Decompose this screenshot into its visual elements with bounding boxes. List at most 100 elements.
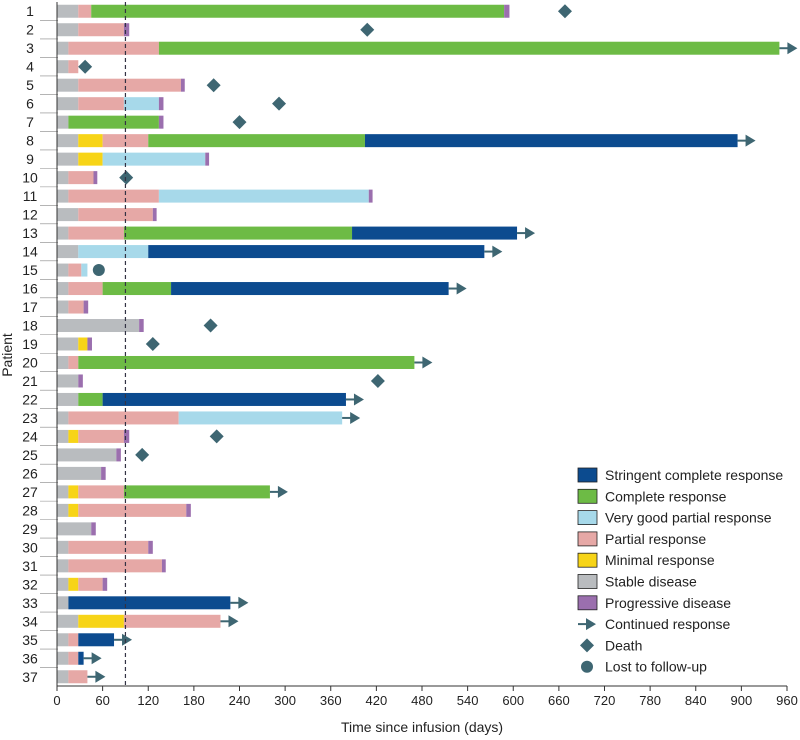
bar-segment-sd	[57, 485, 69, 499]
bar-segment-pr	[68, 411, 179, 425]
x-tick-label: 720	[594, 693, 616, 708]
patient-label: 25	[22, 447, 38, 463]
patient-label: 33	[22, 595, 38, 611]
bar-segment-cr	[68, 115, 159, 129]
bar-segment-mr	[68, 485, 79, 499]
bar-segment-pr	[68, 189, 159, 203]
bar-segment-vgpr	[81, 263, 88, 277]
bar-segment-sd	[57, 540, 69, 554]
legend-swatch	[577, 467, 598, 483]
bar-segment-cr	[102, 282, 172, 296]
x-tick-label: 240	[229, 693, 251, 708]
bar-segment-sd	[57, 171, 69, 185]
legend-swatch	[577, 531, 598, 547]
x-tick-label: 0	[53, 693, 60, 708]
lost-marker	[92, 264, 105, 277]
bar-segment-sd	[57, 300, 69, 314]
legend-item-arrow: Continued response	[578, 616, 731, 632]
continued-response-arrow	[230, 596, 249, 609]
bar-segment-pr	[68, 670, 88, 684]
arrow-head	[238, 596, 249, 609]
bar-segment-sd	[57, 41, 69, 55]
bar-segment-pd	[93, 171, 98, 185]
patient-label: 23	[22, 410, 38, 426]
legend-label: Continued response	[605, 616, 731, 632]
bar-segment-mr	[78, 337, 88, 351]
continued-response-arrow	[517, 227, 536, 240]
bar-segment-sd	[57, 466, 102, 480]
death-marker	[557, 4, 572, 19]
bar-segment-pd	[180, 78, 185, 92]
bar-segment-pd	[205, 152, 210, 166]
bar-segment-pd	[102, 577, 108, 591]
patient-label: 22	[22, 391, 38, 407]
patient-label: 30	[22, 539, 38, 555]
continued-response-arrow	[87, 670, 106, 683]
bar-segment-cr	[123, 226, 353, 240]
bar-segment-cr	[123, 485, 270, 499]
patient-label: 24	[22, 428, 38, 444]
continued-response-arrow	[220, 615, 239, 628]
patient-label: 3	[26, 40, 34, 56]
bar-segment-vgpr	[78, 245, 149, 259]
bar-segment-pr	[78, 78, 181, 92]
bar-segment-pd	[83, 300, 89, 314]
bar-segment-cr	[148, 134, 365, 148]
patient-label: 28	[22, 502, 38, 518]
bar-segment-vgpr	[123, 97, 159, 111]
legend-label: Complete response	[605, 488, 727, 504]
row-separators	[40, 20, 58, 668]
legend-swatch	[577, 552, 598, 568]
bar-segment-pd	[91, 522, 96, 536]
bar-segment-sd	[57, 577, 69, 591]
arrow-head	[353, 393, 364, 406]
continued-response-arrow	[83, 652, 102, 665]
legend-label: Partial response	[605, 531, 706, 547]
death-marker	[370, 373, 385, 388]
bar-segment-sd	[57, 4, 79, 18]
bar-segment-sd	[57, 152, 79, 166]
patient-label: 18	[22, 318, 38, 334]
bar-segment-scr	[78, 651, 84, 665]
legend-label: Minimal response	[605, 552, 715, 568]
legend-item-pr: Partial response	[577, 531, 706, 547]
death-marker	[135, 447, 150, 462]
bar-segment-sd	[57, 282, 69, 296]
legend-item-vgpr: Very good partial response	[577, 510, 772, 526]
bar-segment-sd	[57, 559, 69, 573]
bar-segment-scr	[171, 282, 449, 296]
legend-item-lost: Lost to follow-up	[581, 659, 707, 675]
death-marker	[145, 337, 160, 351]
patient-label: 10	[22, 170, 38, 186]
x-tick-label: 360	[320, 693, 342, 708]
legend-item-pd: Progressive disease	[577, 595, 731, 611]
patient-label: 29	[22, 521, 38, 537]
bar-segment-vgpr	[178, 411, 343, 425]
arrow-head	[91, 652, 102, 665]
bar-segment-sd	[57, 392, 79, 406]
bar-segment-pr	[68, 226, 124, 240]
patient-label: 34	[22, 613, 38, 629]
bar-segment-sd	[57, 78, 79, 92]
bar-segment-sd	[57, 448, 117, 462]
patient-label: 20	[22, 354, 38, 370]
axes: 0 60 120 180 240 300 360 420 480 540 600 660 720 780 8…	[53, 2, 798, 708]
death-marker	[203, 318, 218, 333]
arrow-head	[787, 42, 798, 55]
x-tick-label: 480	[411, 693, 433, 708]
death-marker	[209, 429, 224, 444]
bar-segment-pd	[152, 208, 157, 222]
bar-segment-pd	[368, 189, 373, 203]
patient-label: 19	[22, 336, 38, 352]
death-marker	[119, 170, 134, 185]
legend: Stringent complete response Complete resp…	[577, 467, 783, 675]
bar-segment-pr	[68, 300, 84, 314]
bar-segment-pd	[78, 374, 83, 388]
bar-segment-pr	[78, 208, 153, 222]
bar-segment-pd	[139, 319, 144, 333]
x-tick-label: 660	[548, 693, 570, 708]
bar-segment-mr	[68, 577, 79, 591]
legend-item-scr: Stringent complete response	[577, 467, 783, 483]
patient-label: 14	[22, 244, 38, 260]
